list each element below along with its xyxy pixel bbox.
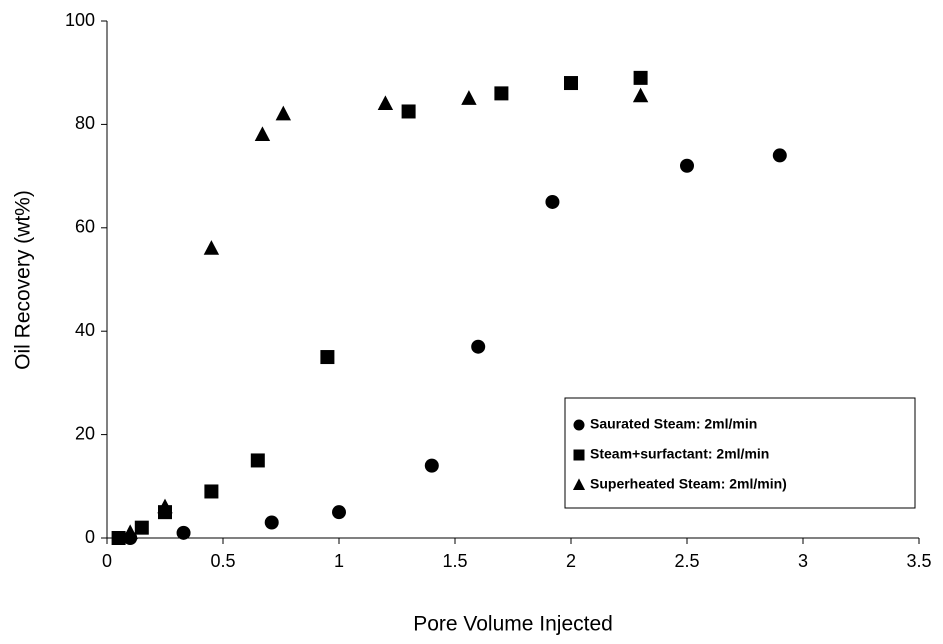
legend-label: Saurated Steam: 2ml/min [590, 416, 757, 432]
point [401, 104, 416, 119]
y-tick-label: 40 [75, 320, 95, 340]
point [332, 505, 346, 520]
x-tick-label: 3.5 [906, 551, 931, 571]
y-tick-label: 60 [75, 217, 95, 237]
y-tick-label: 0 [85, 527, 95, 547]
point [275, 105, 292, 121]
point [545, 194, 560, 209]
x-tick-label: 0.5 [210, 551, 235, 571]
point [320, 350, 335, 365]
point [632, 87, 649, 103]
point [122, 524, 138, 540]
point [111, 531, 126, 545]
x-axis-label: Pore Volume Injected [413, 613, 613, 636]
point [564, 76, 578, 91]
point [424, 458, 439, 473]
point [461, 90, 477, 105]
legend-marker [572, 478, 586, 490]
point [250, 453, 265, 468]
legend-label: Superheated Steam: 2ml/min) [590, 476, 787, 492]
point [254, 126, 271, 142]
y-tick-label: 80 [75, 113, 95, 133]
legend-box [564, 397, 916, 509]
legend-marker [573, 419, 585, 431]
x-tick-label: 2.5 [674, 551, 699, 571]
x-tick-label: 2 [566, 551, 576, 571]
x-tick-label: 1.5 [442, 551, 467, 571]
x-tick-label: 0 [102, 551, 112, 571]
point [633, 70, 648, 85]
y-axis-label: Oil Recovery (wt%) [12, 190, 35, 370]
point [680, 158, 694, 173]
point [471, 339, 486, 354]
y-tick-label: 100 [65, 10, 95, 30]
point [264, 515, 279, 530]
point [494, 86, 509, 101]
point [204, 484, 219, 499]
point [134, 520, 149, 535]
point [176, 525, 191, 540]
point [203, 240, 220, 255]
y-tick-label: 20 [75, 423, 95, 443]
x-tick-label: 3 [798, 551, 808, 571]
legend-label: Steam+surfactant: 2ml/min [590, 446, 769, 462]
x-tick-label: 1 [334, 551, 344, 571]
point [377, 95, 394, 111]
legend-marker [573, 449, 585, 461]
point [772, 148, 787, 163]
point [157, 498, 173, 514]
